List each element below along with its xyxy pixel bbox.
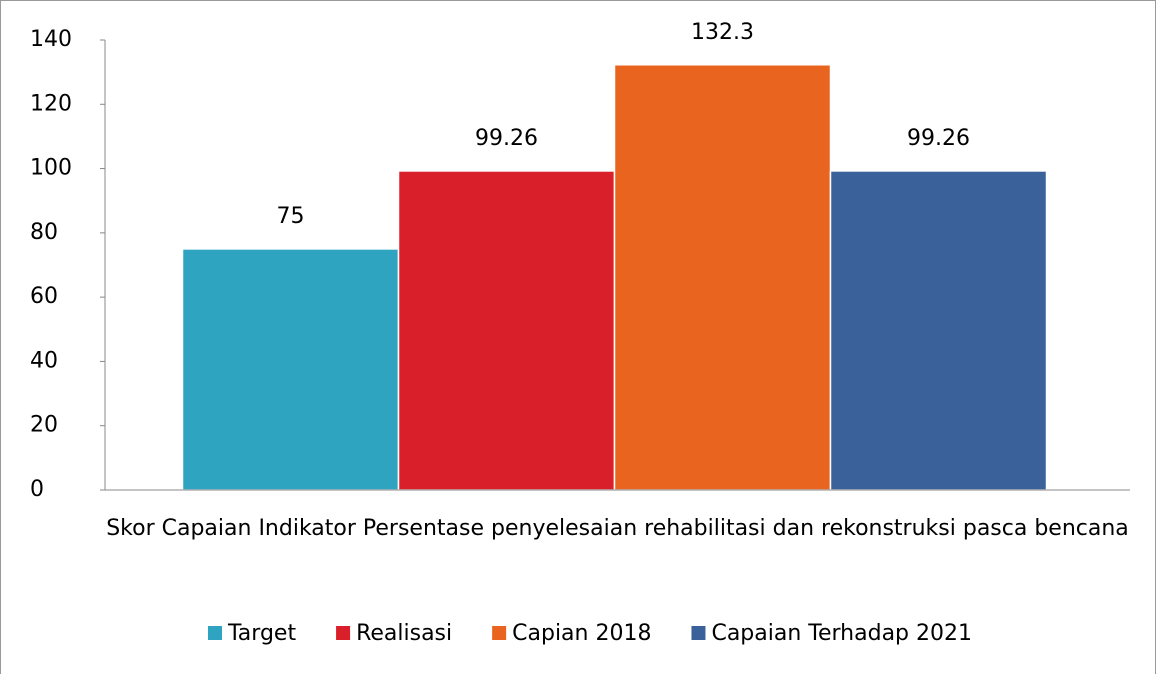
legend-label: Capian 2018	[512, 621, 651, 646]
legend-label: Target	[227, 621, 296, 646]
y-tick-label: 100	[30, 156, 72, 181]
data-label: 132.3	[691, 20, 754, 45]
legend: Target Realisasi Capian 2018 Capaian Terhad…	[208, 621, 972, 646]
y-tick-label: 140	[30, 27, 72, 52]
legend-swatch	[208, 626, 223, 640]
data-label: 99.26	[907, 126, 970, 151]
y-tick-label: 0	[30, 477, 44, 502]
legend-swatch	[336, 626, 351, 640]
y-tick-label: 60	[30, 284, 58, 309]
legend-swatch	[691, 626, 706, 640]
bar	[613, 64, 832, 491]
x-tick-label: Skor Capaian Indikator Persentase penyel…	[106, 516, 1129, 541]
data-label: 75	[277, 204, 305, 229]
legend-swatch	[492, 626, 507, 640]
bar	[397, 170, 616, 491]
y-tick-label: 40	[30, 348, 58, 373]
y-tick-label: 20	[30, 413, 58, 438]
x-label-box: Skor Capaian Indikator Persentase penyel…	[106, 516, 1129, 541]
data-label: 99.26	[475, 126, 538, 151]
legend-label: Capaian Terhadap 2021	[711, 621, 972, 646]
y-tick-label: 80	[30, 220, 58, 245]
bar	[829, 170, 1048, 491]
bar	[181, 248, 400, 491]
legend-label: Realisasi	[356, 621, 452, 646]
y-tick-label: 120	[30, 91, 72, 116]
